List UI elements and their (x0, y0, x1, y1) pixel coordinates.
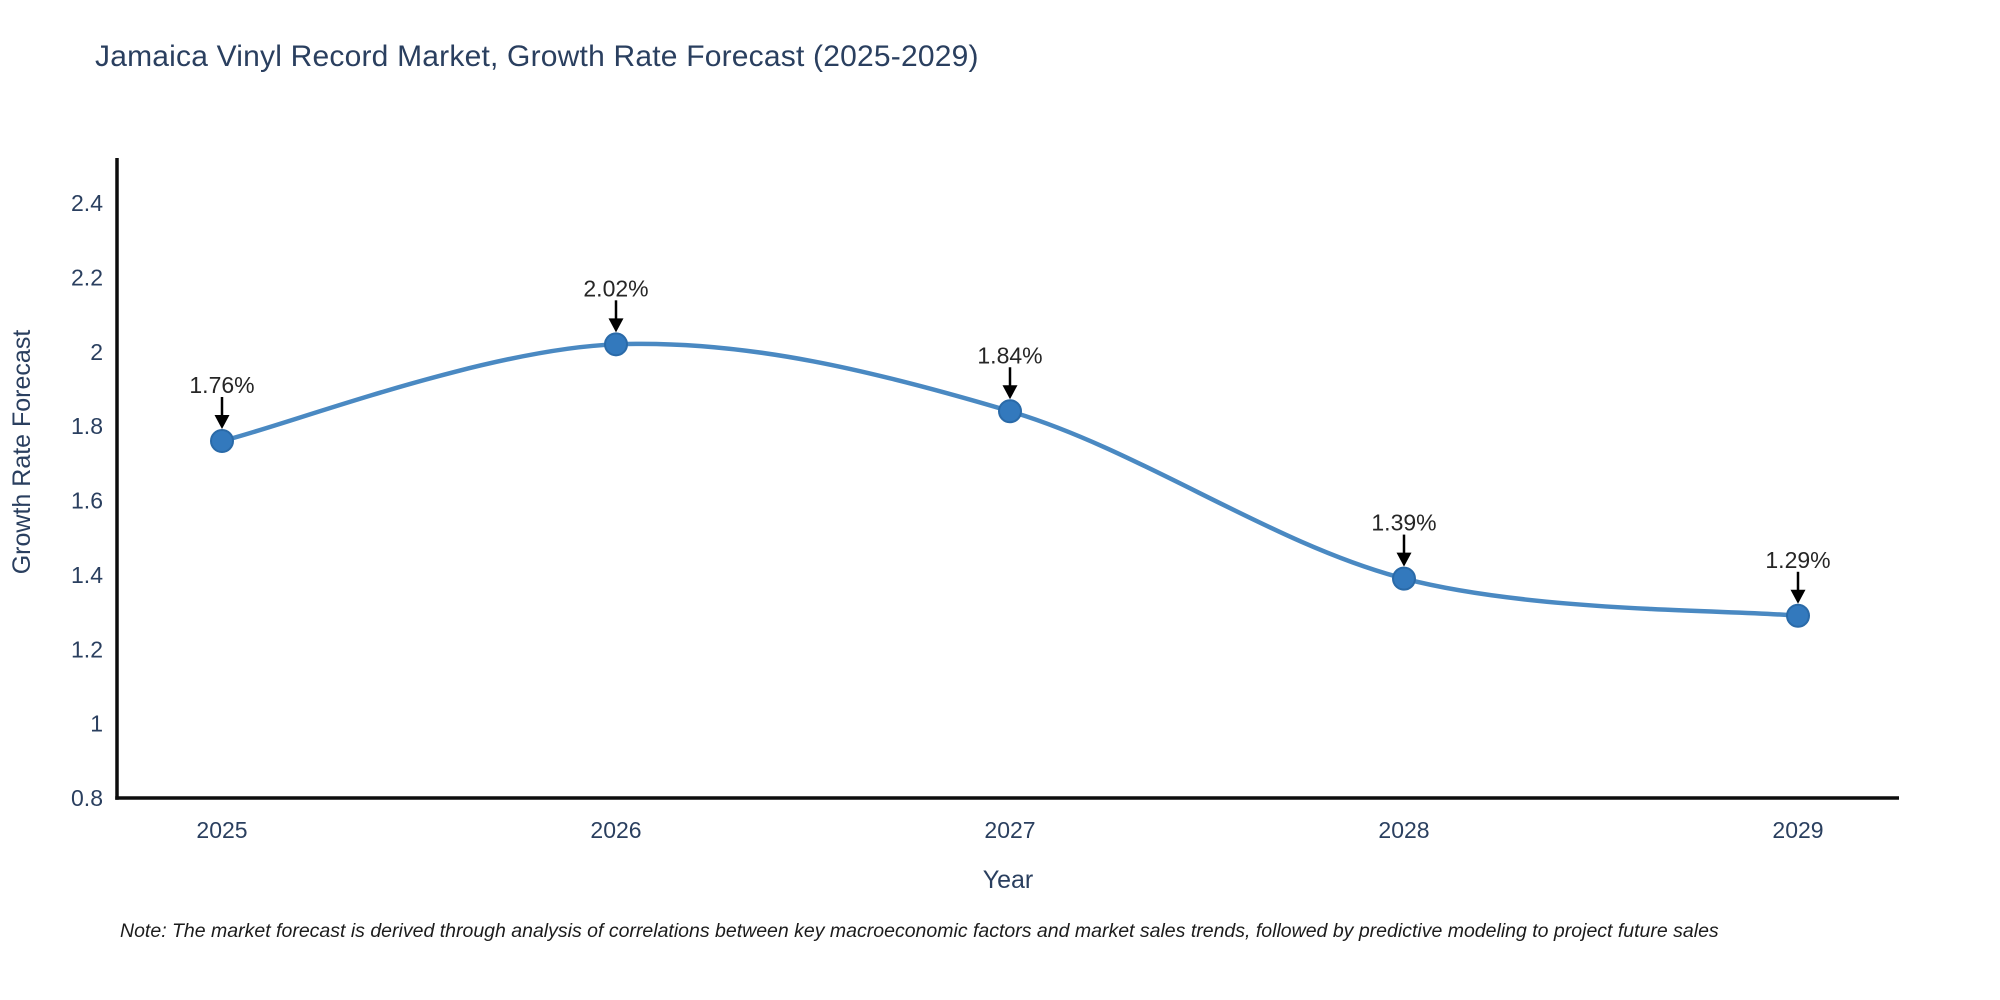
data-point-value-label: 1.29% (1765, 547, 1830, 573)
y-tick-label: 2.4 (71, 190, 103, 216)
point-annotations: 1.76% 2.02% 1.84% 1.39% 1.29% (189, 275, 1831, 604)
x-tick-label: 2029 (1772, 817, 1823, 843)
data-point-marker (1786, 603, 1810, 628)
x-tick-label: 2028 (1378, 817, 1429, 843)
y-axis-title: Growth Rate Forecast (8, 330, 36, 575)
annotation-arrowhead-icon (1002, 385, 1018, 400)
data-point-marker (210, 429, 234, 453)
annotation-arrowhead-icon (214, 415, 230, 429)
y-tick-label: 1.8 (71, 413, 103, 439)
x-tick-label: 2025 (196, 817, 247, 843)
data-point-value-label: 1.39% (1371, 510, 1436, 536)
footnote: Note: The market forecast is derived thr… (120, 920, 1719, 942)
y-tick-label: 1.4 (71, 562, 103, 588)
y-tick-label: 1.2 (71, 636, 103, 662)
annotation-arrowhead-icon (1396, 552, 1412, 567)
y-tick-label: 0.8 (71, 785, 103, 811)
data-point-marker (998, 399, 1022, 424)
data-point-value-label: 1.76% (189, 372, 254, 398)
data-point-value-label: 1.84% (977, 342, 1042, 368)
data-point-marker (604, 332, 628, 357)
y-tick-label: 1.6 (71, 488, 103, 514)
annotation-arrowhead-icon (1790, 589, 1806, 604)
x-tick-label: 2027 (984, 817, 1035, 843)
x-axis-title: Year (983, 866, 1034, 894)
data-point-marker (1392, 566, 1416, 591)
x-axis-ticks: 2025 2026 2027 2028 2029 (196, 817, 1823, 843)
y-tick-label: 2.2 (71, 264, 103, 290)
annotation-arrowhead-icon (608, 318, 624, 333)
y-tick-label: 2 (90, 339, 103, 365)
data-point-markers (210, 332, 1810, 628)
data-point-value-label: 2.02% (583, 275, 648, 301)
y-tick-label: 1 (90, 711, 103, 737)
x-tick-label: 2026 (590, 817, 641, 843)
y-axis-ticks: 0.8 1 1.2 1.4 1.6 1.8 2 2.2 2.4 (71, 190, 103, 811)
chart-title: Jamaica Vinyl Record Market, Growth Rate… (95, 40, 979, 73)
